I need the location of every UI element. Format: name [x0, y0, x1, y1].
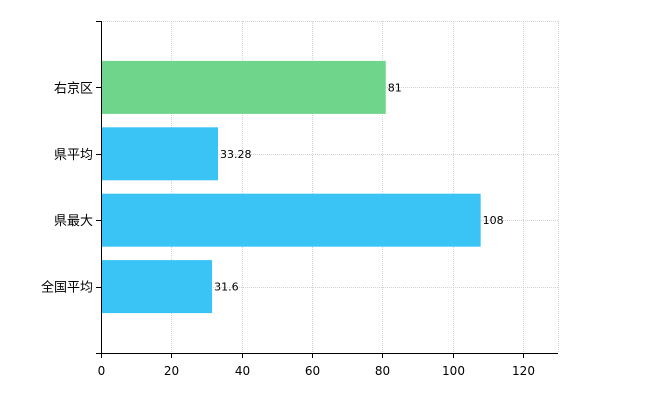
- x-tick-label: 0: [98, 364, 106, 378]
- bars: [101, 60, 481, 314]
- x-tick-label: 20: [164, 364, 179, 378]
- bar: [101, 60, 386, 114]
- category-label: 全国平均: [41, 280, 93, 296]
- category-label: 県平均: [54, 148, 93, 163]
- x-tick-label: 40: [235, 364, 250, 378]
- data-label: 31.6: [214, 281, 239, 294]
- data-label: 108: [483, 214, 504, 227]
- bar: [101, 193, 481, 247]
- category-label: 右京区: [54, 81, 93, 96]
- x-tick-label: 80: [375, 364, 390, 378]
- x-tick-label: 120: [512, 364, 535, 378]
- x-tick-label: 100: [442, 364, 465, 378]
- axes: [96, 21, 558, 358]
- bar: [101, 260, 213, 314]
- data-label: 81: [388, 81, 402, 94]
- x-tick-label: 60: [305, 364, 320, 378]
- data-label: 33.28: [220, 148, 252, 161]
- bar: [101, 127, 218, 181]
- category-label: 県最大: [54, 214, 93, 229]
